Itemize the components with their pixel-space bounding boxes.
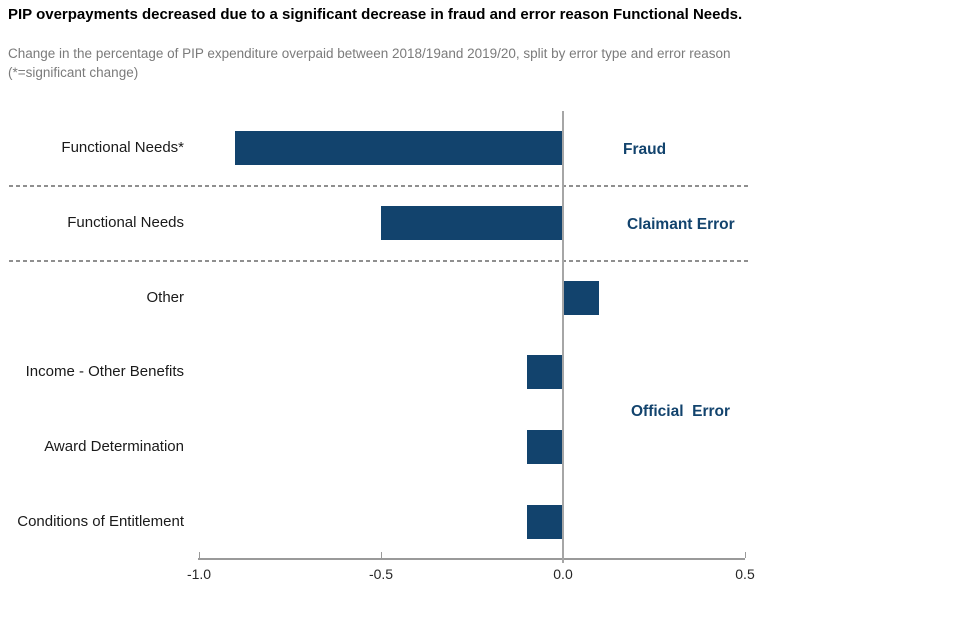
x-tick-label: -0.5 [368,566,394,582]
x-tick-label: 0.0 [553,566,573,582]
x-axis-tick [199,552,200,558]
x-axis-line [198,558,745,560]
chart-title: PIP overpayments decreased due to a sign… [8,6,743,23]
bar [527,430,563,465]
bar [563,280,599,315]
y-axis-label: Functional Needs [67,213,184,231]
y-axis-label: Functional Needs* [61,139,184,156]
y-axis-label: Income - Other Benefits [25,363,184,381]
group-label: Fraud [623,141,667,158]
chart-subtitle-line1: Change in the percentage of PIP expendit… [8,46,731,61]
y-axis-label: Other [146,288,184,306]
bar [527,505,563,539]
x-tick-label: -1.0 [186,566,212,582]
bar [381,205,563,240]
chart-subtitle: Change in the percentage of PIP expendit… [8,45,828,82]
zero-line [562,111,564,563]
chart-subtitle-line2: (*=significant change) [8,64,139,80]
bar [235,131,563,165]
group-label: Official Error [631,402,731,420]
y-axis-label: Award Determination [44,438,184,456]
x-tick-label: 0.5 [735,566,755,582]
group-label: Claimant Error [627,215,735,233]
x-axis-tick [745,552,746,558]
group-separator [9,185,750,187]
y-axis-label: Conditions of Entitlement [17,513,184,530]
x-axis-tick [381,552,382,558]
group-separator [9,260,750,262]
bar [527,355,563,390]
